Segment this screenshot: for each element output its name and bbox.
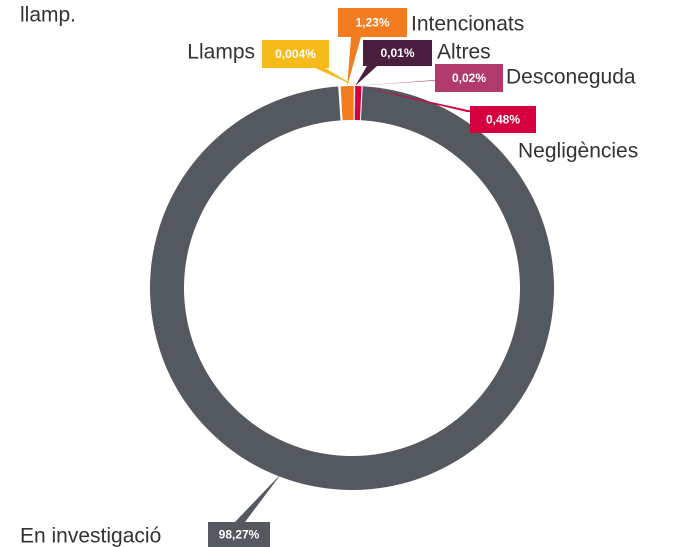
leader — [355, 66, 377, 87]
slice-name: Negligències — [518, 140, 638, 163]
donut-slice — [354, 86, 356, 121]
label-box — [338, 8, 407, 37]
leader — [355, 80, 445, 87]
value-label: 0,48% — [486, 113, 520, 127]
slice-name: Altres — [437, 41, 491, 64]
label-box — [262, 40, 329, 68]
slice-name: Llamps — [187, 41, 255, 64]
label-box — [208, 522, 270, 547]
slice-name: Desconeguda — [506, 66, 636, 89]
slice-name: En investigació — [20, 525, 161, 547]
value-label: 98,27% — [219, 528, 260, 542]
label-box — [435, 64, 503, 92]
label-box — [470, 106, 536, 133]
leader — [235, 473, 282, 522]
donut-slice — [354, 86, 356, 121]
value-label: 0,004% — [275, 47, 316, 61]
leader — [347, 37, 361, 87]
value-label: 0,01% — [380, 46, 414, 60]
slice-name: Intencionats — [411, 13, 524, 36]
leader — [358, 86, 477, 112]
donut-slice — [354, 86, 356, 121]
leader — [315, 68, 356, 87]
value-label: 1,23% — [355, 16, 389, 30]
donut-slice — [354, 86, 362, 121]
donut-slice — [149, 86, 554, 490]
caption: llamp. — [20, 4, 76, 27]
value-label: 0,02% — [452, 71, 486, 85]
label-box — [363, 40, 432, 66]
donut-slice — [340, 86, 354, 121]
